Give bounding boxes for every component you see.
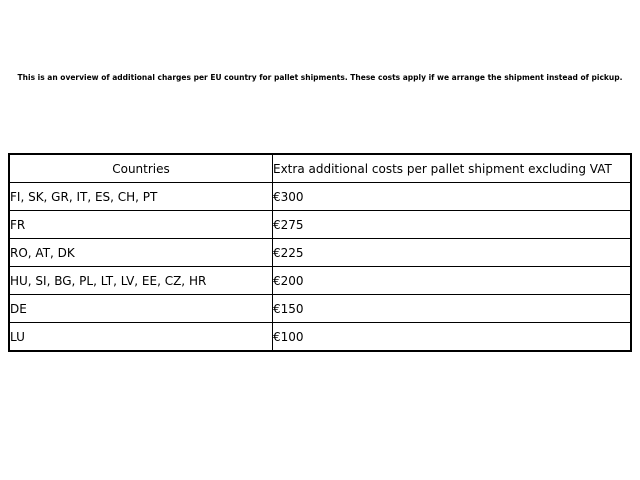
countries-cell: FI, SK, GR, IT, ES, CH, PT: [8, 182, 273, 211]
table-row: RO, AT, DK €225: [8, 238, 632, 267]
table-row: FR €275: [8, 210, 632, 239]
cost-cell: €225: [272, 238, 632, 267]
column-header-costs: Extra additional costs per pallet shipme…: [272, 153, 632, 183]
table-header: Countries Extra additional costs per pal…: [8, 153, 632, 183]
cost-cell: €100: [272, 322, 632, 352]
countries-cell: DE: [8, 294, 273, 323]
table-row: DE €150: [8, 294, 632, 323]
table-row: LU €100: [8, 322, 632, 352]
countries-cell: FR: [8, 210, 273, 239]
intro-text: This is an overview of additional charge…: [17, 72, 623, 82]
cost-cell: €300: [272, 182, 632, 211]
column-header-countries: Countries: [8, 153, 273, 183]
cost-cell: €200: [272, 266, 632, 295]
table-row: FI, SK, GR, IT, ES, CH, PT €300: [8, 182, 632, 211]
header-row: Countries Extra additional costs per pal…: [8, 153, 632, 183]
charges-table: Countries Extra additional costs per pal…: [8, 153, 632, 352]
table-row: HU, SI, BG, PL, LT, LV, EE, CZ, HR €200: [8, 266, 632, 295]
table-body: FI, SK, GR, IT, ES, CH, PT €300 FR €275 …: [8, 182, 632, 352]
countries-cell: LU: [8, 322, 273, 352]
cost-cell: €150: [272, 294, 632, 323]
countries-cell: HU, SI, BG, PL, LT, LV, EE, CZ, HR: [8, 266, 273, 295]
countries-cell: RO, AT, DK: [8, 238, 273, 267]
cost-cell: €275: [272, 210, 632, 239]
